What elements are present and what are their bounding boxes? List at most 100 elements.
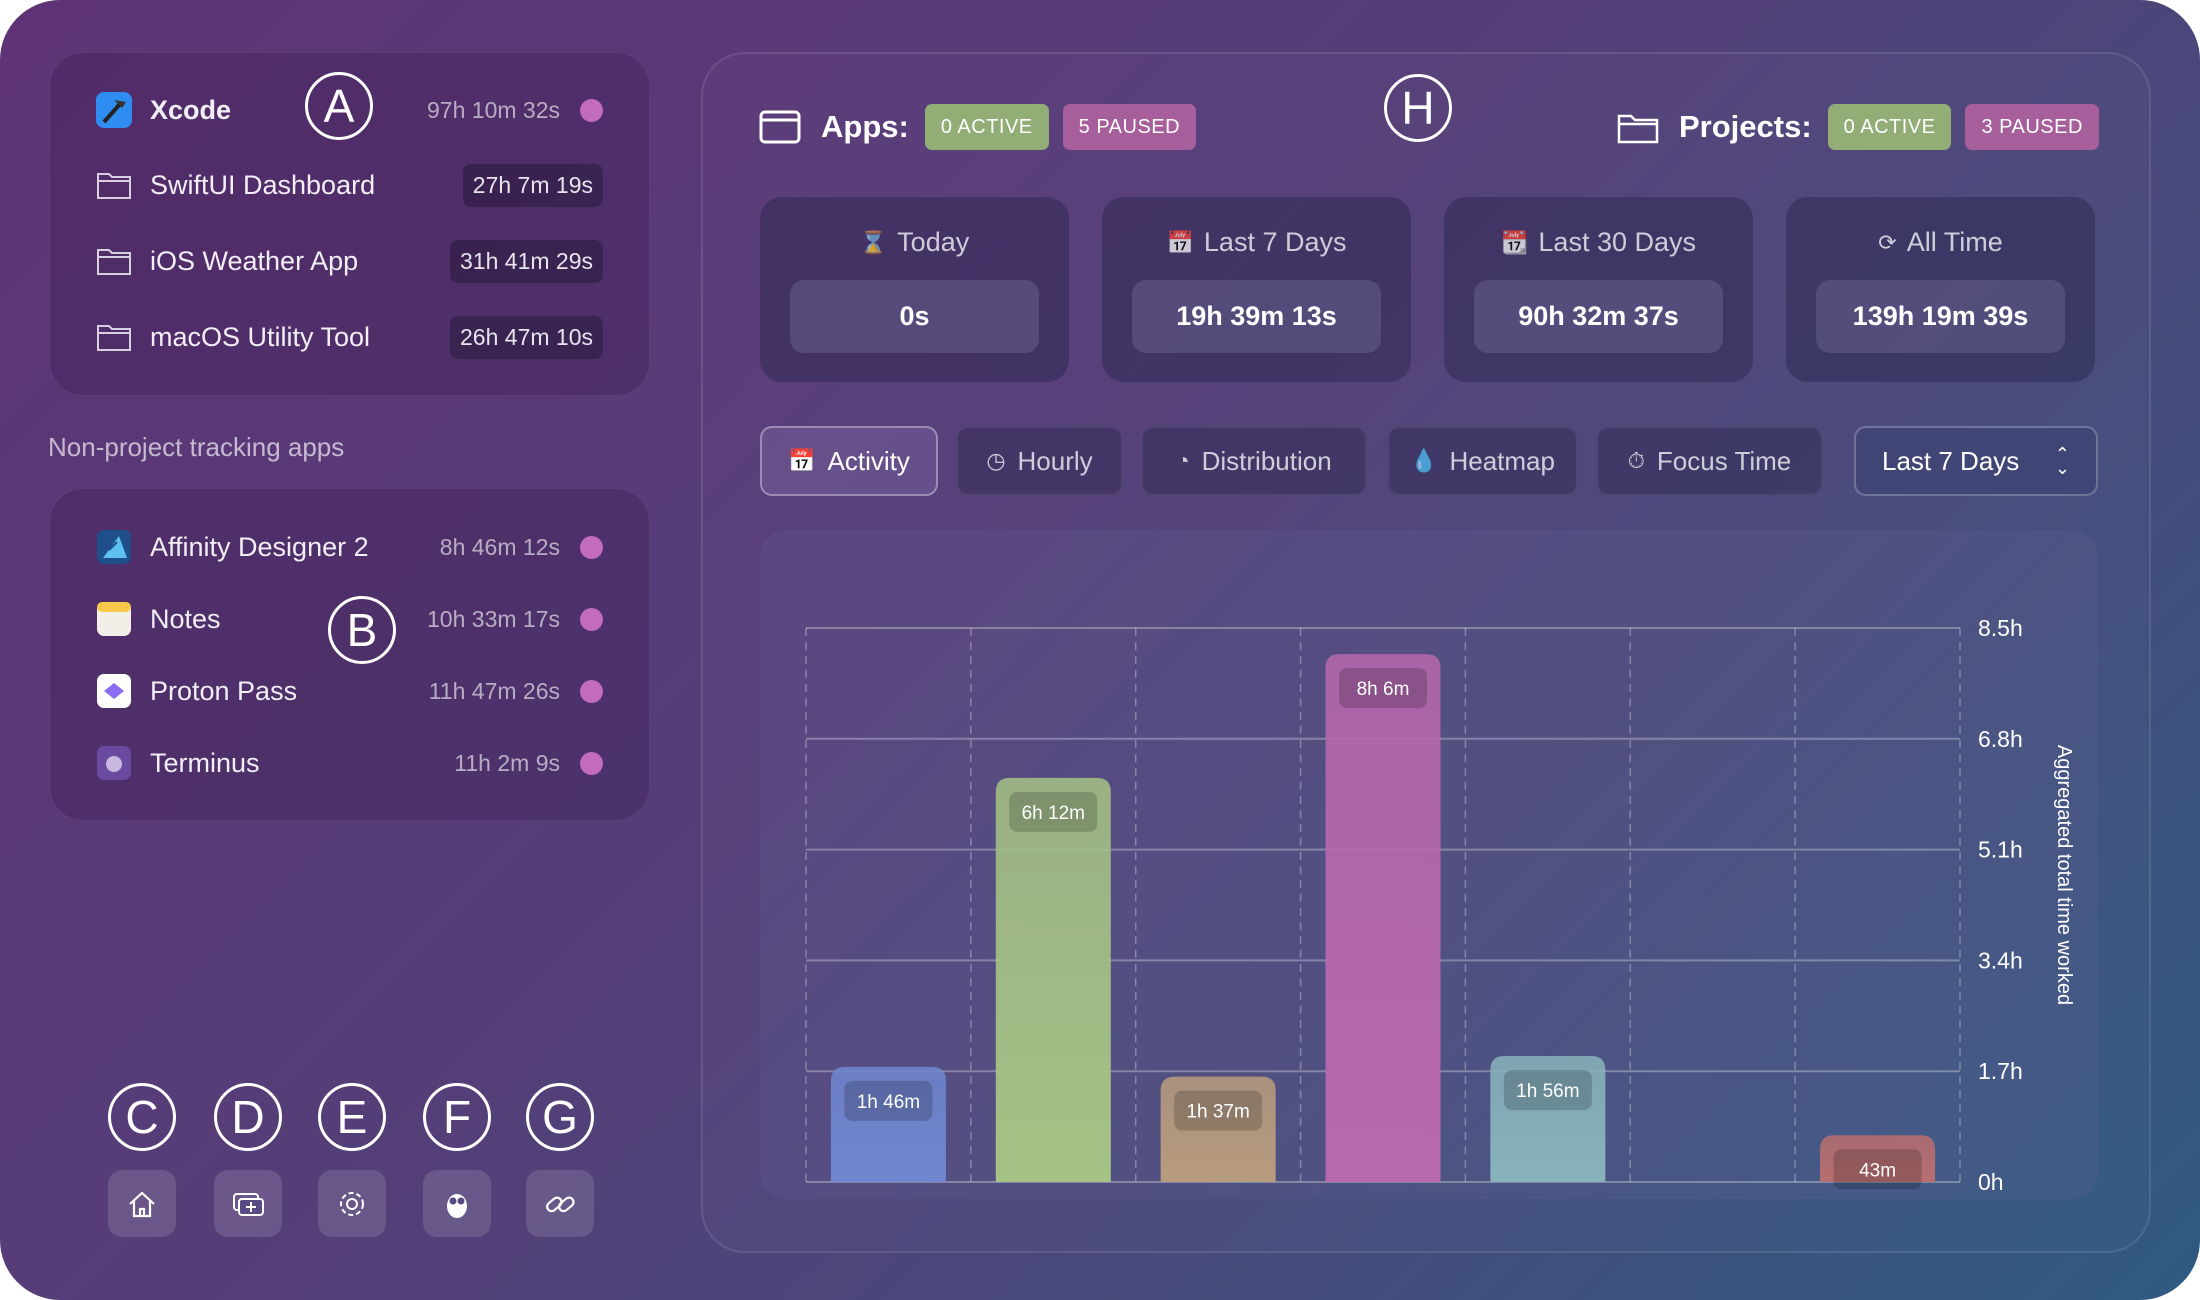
proton-pass-icon <box>96 673 132 709</box>
project-time: 26h 47m 10s <box>450 315 603 359</box>
nav-button-gear[interactable] <box>318 1170 386 1237</box>
project-name: iOS Weather App <box>150 245 359 276</box>
app-row[interactable]: Notes 10h 33m 17s <box>96 594 603 644</box>
nav-button-link[interactable] <box>526 1170 594 1237</box>
data-label: 43m <box>1859 1160 1896 1181</box>
projects-active-badge[interactable]: 0 ACTIVE <box>1827 104 1952 150</box>
data-label: 6h 12m <box>1022 803 1085 824</box>
apps-paused-badge[interactable]: 5 PAUSED <box>1062 104 1197 150</box>
stat-label: All Time <box>1906 227 2003 257</box>
app-row[interactable]: Proton Pass 11h 47m 26s <box>96 666 603 716</box>
app-time: 97h 10m 32s <box>427 96 560 123</box>
tab-heatmap[interactable]: 💧 Heatmap <box>1387 426 1578 496</box>
range-select[interactable]: Last 7 Days ⌃ ⌄ <box>1854 426 2098 496</box>
stat-value: 90h 32m 37s <box>1474 280 1723 353</box>
flame-icon: 💧 <box>1410 448 1438 473</box>
project-row[interactable]: SwiftUI Dashboard 27h 7m 19s <box>96 160 603 210</box>
tab-hourly[interactable]: ◷ Hourly <box>956 426 1123 496</box>
data-label-bg <box>1174 1090 1263 1131</box>
owl-icon <box>447 1193 467 1218</box>
tab-distribution[interactable]: ◔ Distribution <box>1141 426 1367 496</box>
folder-icon <box>96 243 132 279</box>
nav-button-owl[interactable] <box>423 1170 491 1237</box>
status-dot <box>580 607 603 631</box>
annotation-marker-d: D <box>214 1083 282 1151</box>
apps-label: Apps: <box>821 109 909 144</box>
y-tick-label: 5.1h <box>1978 837 2023 863</box>
range-select-value: Last 7 Days <box>1882 445 2020 476</box>
annotation-marker-h: H <box>1384 74 1452 142</box>
apps-active-badge[interactable]: 0 ACTIVE <box>924 104 1049 150</box>
hourglass-icon: ⌛ <box>859 229 888 255</box>
y-tick-label: 6.8h <box>1978 726 2023 752</box>
app-row[interactable]: Affinity Designer 2 8h 46m 12s <box>96 522 603 572</box>
link-icon <box>546 1196 575 1212</box>
calendar-clock-icon: 📆 <box>1501 229 1529 255</box>
project-time: 27h 7m 19s <box>462 163 603 207</box>
non-project-label: Non-project tracking apps <box>48 432 345 462</box>
annotation-marker-a: A <box>305 72 373 140</box>
y-tick-label: 3.4h <box>1978 947 2023 973</box>
nav-button-home[interactable] <box>108 1170 176 1237</box>
app-time: 11h 47m 26s <box>428 677 560 704</box>
tab-focus-time[interactable]: ⏱ Focus Time <box>1596 426 1823 496</box>
project-row[interactable]: iOS Weather App 31h 41m 29s <box>96 236 603 286</box>
data-label: 1h 56m <box>1516 1081 1579 1102</box>
clock-icon: ◷ <box>986 448 1006 473</box>
bar-thursday <box>1325 654 1441 1182</box>
app-row[interactable]: Terminus 11h 2m 9s <box>96 738 603 788</box>
tab-label: Activity <box>827 445 910 476</box>
tab-label: Distribution <box>1201 445 1332 476</box>
tab-label: Heatmap <box>1449 445 1555 476</box>
project-time: 31h 41m 29s <box>450 239 603 283</box>
y-tick-label: 1.7h <box>1978 1058 2023 1084</box>
notes-icon <box>96 601 132 637</box>
bar-sunday <box>1820 1135 1936 1182</box>
chevron-up-down-icon: ⌃ ⌄ <box>2054 444 2070 478</box>
app-name: Xcode <box>150 94 232 125</box>
status-dot <box>580 679 603 703</box>
stat-value: 139h 19m 39s <box>1816 280 2065 353</box>
status-dot <box>580 535 603 559</box>
apps-header: Apps: 0 ACTIVE 5 PAUSED <box>759 104 1210 150</box>
annotation-marker-b: B <box>328 596 396 664</box>
app-name: Terminus <box>150 747 260 778</box>
projects-label: Projects: <box>1679 109 1812 144</box>
app-name: Affinity Designer 2 <box>150 531 369 562</box>
stat-label: Today <box>897 227 970 257</box>
app-name: Notes <box>150 603 221 634</box>
app-time: 11h 2m 9s <box>454 749 560 776</box>
stat-value: 0s <box>790 280 1039 353</box>
stat-card: 📆 Last 30 Days 90h 32m 37s <box>1444 197 1753 382</box>
data-label-bg <box>844 1080 933 1121</box>
data-label: 1h 46m <box>857 1092 920 1113</box>
stat-label: Last 7 Days <box>1203 227 1347 257</box>
sparkle-clock-icon: ⟳ <box>1878 229 1897 255</box>
project-row[interactable]: macOS Utility Tool 26h 47m 10s <box>96 312 603 362</box>
folder-icon <box>96 319 132 355</box>
pie-icon: ◔ <box>1176 448 1190 473</box>
stat-label: Last 30 Days <box>1538 227 1696 257</box>
tab-activity[interactable]: 📅 Activity <box>760 426 938 496</box>
stat-card: ⌛ Today 0s <box>760 197 1069 382</box>
tab-label: Hourly <box>1017 445 1093 476</box>
nav-button-add-window[interactable] <box>214 1170 282 1237</box>
calendar-icon: 📅 <box>1166 229 1194 255</box>
y-tick-label: 8.5h <box>1978 615 2023 641</box>
tab-label: Focus Time <box>1656 445 1792 476</box>
data-label-bg <box>1009 791 1098 832</box>
terminus-owl-icon <box>96 745 132 781</box>
timer-icon: ⏱ <box>1627 448 1645 473</box>
projects-header: Projects: 0 ACTIVE 3 PAUSED <box>1617 104 2099 150</box>
annotation-marker-g: G <box>526 1083 594 1151</box>
app-row-xcode[interactable]: Xcode 97h 10m 32s <box>96 85 603 135</box>
bar-monday <box>830 1066 946 1182</box>
annotation-marker-c: C <box>108 1083 176 1151</box>
home-icon <box>129 1191 155 1217</box>
data-label-bg <box>1339 668 1427 709</box>
projects-paused-badge[interactable]: 3 PAUSED <box>1965 104 2099 150</box>
annotation-marker-f: F <box>423 1083 491 1151</box>
gear-icon <box>340 1191 364 1216</box>
